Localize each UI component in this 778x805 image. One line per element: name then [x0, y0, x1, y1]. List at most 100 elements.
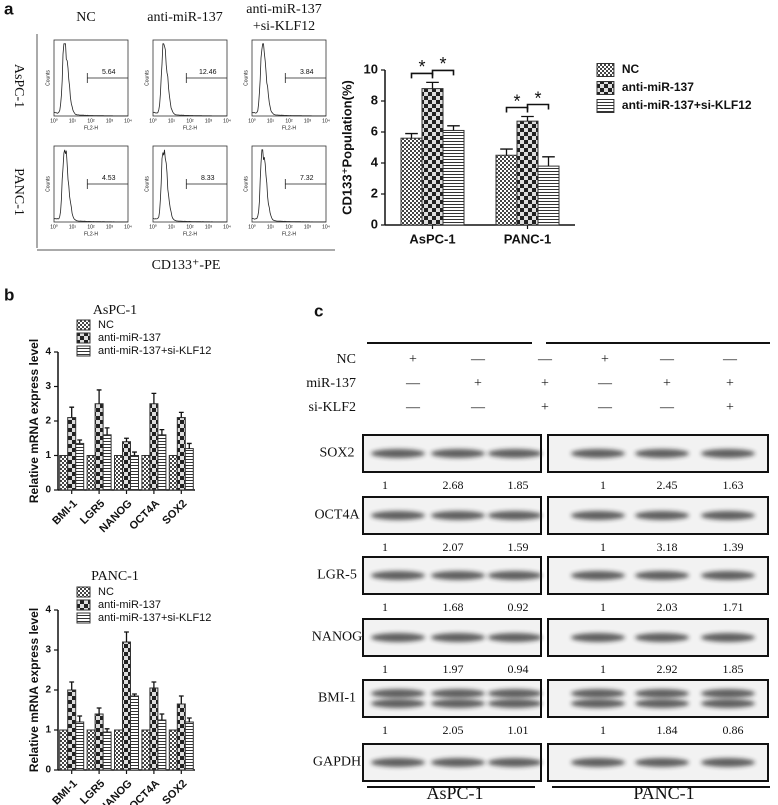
bar — [176, 703, 186, 771]
significance-bracket — [410, 72, 434, 79]
band — [635, 449, 689, 458]
error-bar — [447, 125, 460, 131]
treatment-mark: + — [474, 376, 482, 391]
band-quantity: 2.03 — [657, 600, 678, 614]
significance-mark: * — [418, 57, 425, 77]
treatment-mark: — — [470, 400, 486, 415]
x-tick-label: SOX2 — [160, 498, 189, 527]
x-tick-label: PANC-1 — [504, 231, 551, 246]
y-tick-label: 1 — [45, 725, 51, 736]
band-quantity: 1 — [600, 600, 606, 614]
axis-label: Counts — [45, 70, 51, 86]
y-tick-label: 6 — [371, 123, 378, 138]
x-tick-label: 10¹ — [69, 118, 77, 124]
band — [701, 699, 755, 708]
band — [488, 758, 542, 767]
gate-value: 12.46 — [199, 69, 217, 76]
y-axis-title: Relative mRNA express level — [27, 608, 41, 772]
treatment-mark: — — [537, 352, 553, 367]
x-tick-label: 10² — [87, 118, 95, 124]
band-quantity: 1 — [382, 662, 388, 676]
band — [701, 689, 755, 698]
y-tick-label: 2 — [371, 185, 378, 200]
treatment-label: miR-137 — [306, 376, 356, 391]
bar — [67, 417, 77, 491]
treatment-mark: + — [726, 376, 734, 391]
error-bar — [542, 156, 555, 167]
x-tick-label: 10³ — [106, 224, 114, 230]
x-tick-label: 10⁰ — [248, 224, 256, 230]
error-bar — [132, 451, 137, 456]
band-quantity: 1.39 — [723, 540, 744, 554]
bar — [495, 154, 518, 226]
gate-value: 4.53 — [102, 175, 116, 182]
band — [488, 511, 542, 520]
treatment-mark: — — [405, 400, 421, 415]
bar — [86, 455, 96, 491]
y-tick-label: 2 — [45, 685, 51, 696]
band-quantity: 1 — [382, 600, 388, 614]
error-bar — [151, 681, 157, 688]
blot-frame — [547, 679, 769, 718]
band-quantity: 1.97 — [443, 662, 464, 676]
band-quantity: 1.63 — [723, 478, 744, 492]
bar — [130, 455, 139, 491]
gate-value: 3.84 — [300, 69, 314, 76]
axis-label: FL2-H — [183, 125, 197, 131]
band-quantity: 1 — [600, 478, 606, 492]
y-axis-title: CD133⁺Population(%) — [339, 80, 354, 215]
column-header: anti-miR-137 — [246, 2, 321, 17]
axis-label: FL2-H — [282, 125, 296, 131]
y-tick-label: 2 — [45, 416, 51, 427]
band — [431, 633, 485, 642]
error-bar — [159, 428, 165, 435]
band — [635, 758, 689, 767]
error-bar — [426, 81, 439, 89]
treatment-label: si-KLF2 — [309, 400, 356, 415]
y-tick-label: 3 — [45, 645, 51, 656]
bar — [59, 455, 69, 491]
x-tick-label: BMI-1 — [50, 778, 80, 805]
error-bar — [521, 115, 534, 122]
x-tick-label: 10¹ — [168, 224, 176, 230]
axis-label: Counts — [144, 70, 150, 86]
band — [371, 758, 425, 767]
axis-label: FL2-H — [282, 231, 296, 237]
legend-label: anti-miR-137+si-KLF12 — [98, 345, 211, 357]
legend-swatch — [596, 99, 615, 113]
bar — [400, 137, 423, 226]
band-quantity: 1.68 — [443, 600, 464, 614]
error-bar — [186, 442, 192, 449]
band-quantity: 1.59 — [508, 540, 529, 554]
error-bar — [178, 695, 184, 704]
histogram-curve — [152, 43, 227, 117]
x-tick-label: OCT4A — [127, 498, 162, 533]
band-quantity: 2.05 — [443, 723, 464, 737]
band — [371, 633, 425, 642]
bar — [102, 434, 112, 491]
x-tick-label: 10² — [87, 224, 95, 230]
axis-label: FL2-H — [183, 231, 197, 237]
band — [488, 633, 542, 642]
band-quantity: 1.85 — [508, 478, 529, 492]
histogram-curve — [54, 149, 128, 223]
bar — [421, 88, 444, 226]
bar — [114, 455, 123, 491]
significance-mark: * — [513, 91, 520, 111]
band — [701, 449, 755, 458]
band-quantity: 1 — [600, 662, 606, 676]
band — [571, 633, 625, 642]
x-tick-label: 10² — [285, 118, 293, 124]
legend-swatch — [76, 332, 91, 344]
y-tick-label: 0 — [371, 216, 378, 231]
band — [635, 699, 689, 708]
bar — [86, 729, 96, 771]
gate-value: 5.64 — [102, 69, 116, 76]
bar — [102, 731, 112, 771]
histogram-curve — [251, 149, 326, 223]
y-tick-label: 4 — [371, 154, 379, 169]
treatment-label: NC — [337, 352, 356, 367]
x-tick-label: 10³ — [205, 118, 213, 124]
bar — [157, 719, 167, 771]
